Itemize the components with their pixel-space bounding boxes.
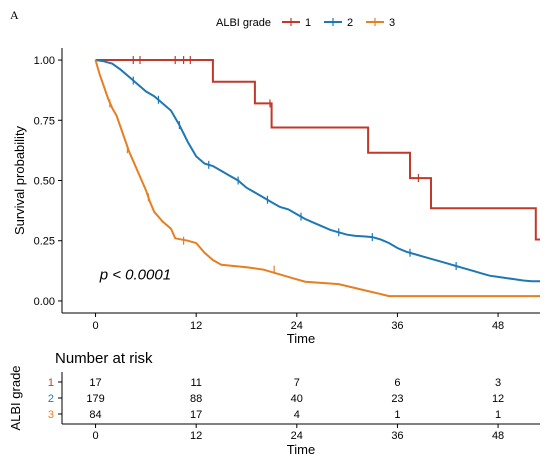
risk-row-label-grade-3: 3 bbox=[48, 409, 54, 421]
risk-x-tick-label: 48 bbox=[492, 430, 504, 442]
x-tick-label: 0 bbox=[92, 320, 98, 332]
risk-count-cell: 12 bbox=[492, 393, 504, 405]
risk-count-cell: 179 bbox=[86, 393, 104, 405]
y-tick-label: 1.00 bbox=[34, 55, 55, 67]
panel-label: A bbox=[10, 8, 19, 22]
risk-table-title: Number at risk bbox=[55, 350, 153, 367]
x-tick-label: 48 bbox=[492, 320, 504, 332]
risk-x-tick-label: 0 bbox=[92, 430, 98, 442]
risk-count-cell: 84 bbox=[89, 409, 101, 421]
risk-count-cell: 3 bbox=[495, 377, 501, 389]
risk-count-cell: 4 bbox=[294, 409, 300, 421]
risk-count-cell: 1 bbox=[495, 409, 501, 421]
legend-label-grade-1: 1 bbox=[305, 17, 311, 29]
x-axis-title: Time bbox=[287, 331, 315, 346]
risk-row-label-grade-2: 2 bbox=[48, 393, 54, 405]
risk-x-axis-title: Time bbox=[287, 442, 315, 457]
survival-curve-grade-3 bbox=[94, 59, 540, 298]
risk-count-cell: 6 bbox=[394, 377, 400, 389]
risk-x-tick-label: 24 bbox=[291, 430, 303, 442]
survival-curve-grade-1 bbox=[95, 59, 540, 241]
risk-x-tick-label: 36 bbox=[391, 430, 403, 442]
risk-count-cell: 11 bbox=[190, 377, 201, 389]
y-tick-label: 0.25 bbox=[34, 236, 55, 248]
x-tick-label: 36 bbox=[391, 320, 403, 332]
risk-y-axis-title: ALBI grade bbox=[8, 365, 23, 430]
risk-count-cell: 17 bbox=[89, 377, 101, 389]
risk-count-cell: 17 bbox=[190, 409, 202, 421]
risk-x-tick-label: 12 bbox=[190, 430, 202, 442]
legend-title: ALBI grade bbox=[216, 17, 271, 29]
risk-count-cell: 40 bbox=[291, 393, 303, 405]
legend-label-grade-2: 2 bbox=[347, 17, 353, 29]
x-tick-label: 12 bbox=[190, 320, 202, 332]
risk-count-cell: 88 bbox=[190, 393, 202, 405]
risk-count-cell: 1 bbox=[394, 409, 400, 421]
legend-label-grade-3: 3 bbox=[389, 17, 395, 29]
survival-curve-grade-2 bbox=[95, 59, 540, 283]
y-tick-label: 0.50 bbox=[34, 176, 55, 188]
p-value-annotation: p < 0.0001 bbox=[99, 266, 171, 283]
x-tick-label: 24 bbox=[291, 320, 303, 332]
risk-count-cell: 23 bbox=[391, 393, 403, 405]
risk-count-cell: 7 bbox=[294, 377, 300, 389]
y-tick-label: 0.00 bbox=[34, 296, 55, 308]
y-axis-title: Survival probability bbox=[12, 125, 27, 235]
y-tick-label: 0.75 bbox=[34, 115, 55, 127]
risk-row-label-grade-1: 1 bbox=[48, 377, 54, 389]
